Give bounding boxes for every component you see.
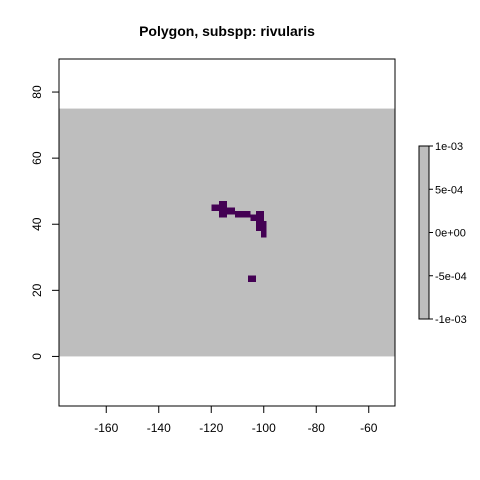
presence-cell xyxy=(219,201,227,212)
x-tick-label: -60 xyxy=(360,421,378,435)
y-axis: 0 20 40 60 80 xyxy=(30,85,59,360)
legend-colorbar xyxy=(418,145,430,320)
y-tick-label: 60 xyxy=(30,151,44,165)
x-tick-label: -160 xyxy=(94,421,118,435)
legend-tick-label: -5e-04 xyxy=(435,271,467,283)
presence-cell xyxy=(227,207,235,215)
x-tick-label: -140 xyxy=(147,421,171,435)
x-tick-label: -80 xyxy=(308,421,326,435)
x-tick-label: -100 xyxy=(252,421,276,435)
plot-frame xyxy=(58,58,396,407)
presence-cell xyxy=(248,275,256,283)
y-tick-label: 40 xyxy=(30,217,44,231)
presence-cell xyxy=(250,214,256,221)
presence-cell xyxy=(211,204,220,212)
y-tick-label: 0 xyxy=(30,353,44,360)
presence-cell xyxy=(255,211,264,221)
y-tick-label: 80 xyxy=(30,85,44,99)
raster-layer xyxy=(59,108,395,357)
x-axis: -160 -140 -120 -100 -80 -60 xyxy=(94,406,378,435)
color-legend: 1e-03 5e-04 0e+00 -5e-04 -1e-03 xyxy=(418,141,467,326)
raster-background xyxy=(59,108,395,357)
y-tick-label: 20 xyxy=(30,283,44,297)
presence-cell xyxy=(255,220,267,231)
legend-tick-label: 1e-03 xyxy=(435,141,463,153)
legend-tick-label: 5e-04 xyxy=(435,184,463,196)
presence-cell xyxy=(234,211,251,218)
presence-cell xyxy=(219,211,227,218)
x-tick-label: -120 xyxy=(199,421,223,435)
chart-title: Polygon, subspp: rivularis xyxy=(139,23,315,39)
legend-tick-label: -1e-03 xyxy=(435,314,467,326)
presence-cell xyxy=(261,227,267,238)
legend-tick-label: 0e+00 xyxy=(435,228,466,240)
